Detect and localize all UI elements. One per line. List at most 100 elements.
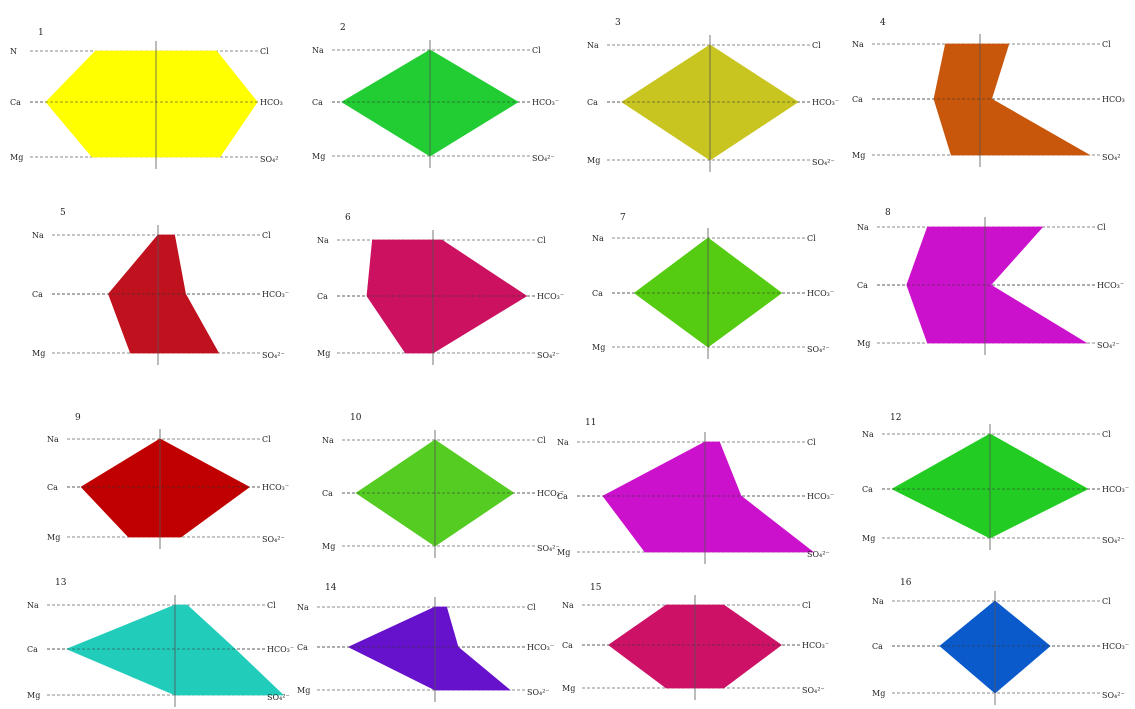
so4-label: SO₄²⁻ [537, 351, 560, 360]
ion-polygon [80, 438, 250, 538]
mg-label: Mg [27, 691, 40, 700]
ca-label: Ca [312, 98, 323, 107]
so4-label: SO₄²⁻ [1102, 691, 1125, 700]
ca-label: Ca [322, 489, 333, 498]
ion-polygon [906, 226, 1088, 344]
na-label: Na [317, 236, 329, 245]
hco3-label: HCO₃⁻ [532, 98, 559, 107]
stiff-diagram-8: Na Ca Mg Cl HCO₃⁻ SO₄²⁻ 8 [855, 205, 1125, 365]
stiff-diagram-6: Na Ca Mg Cl HCO₃⁻ SO₄²⁻ 6 [315, 210, 565, 370]
so4-label: SO₄²⁻ [267, 693, 290, 702]
ca-label: Ca [587, 98, 598, 107]
cl-label: Cl [802, 601, 811, 610]
cl-label: Cl [532, 46, 541, 55]
mg-label: Mg [592, 343, 605, 352]
mg-label: Mg [47, 533, 60, 542]
na-label: N [10, 47, 17, 56]
so4-label: SO₄²⁻ [807, 550, 830, 559]
panel-number: 4 [880, 18, 886, 28]
ca-label: Ca [872, 642, 883, 651]
hco3-label: HCO₃ [260, 98, 283, 107]
stiff-diagram-12: Na Ca Mg Cl HCO₃⁻ SO₄²⁻ 12 [860, 410, 1130, 560]
so4-label: SO₄²⁻ [262, 351, 285, 360]
mg-label: Mg [312, 152, 325, 161]
cl-label: Cl [807, 234, 816, 243]
hco3-label: HCO₃ [1102, 95, 1125, 104]
ion-polygon [366, 239, 528, 354]
ca-label: Ca [10, 98, 21, 107]
cl-label: Cl [537, 436, 546, 445]
ca-label: Ca [317, 292, 328, 301]
na-label: Na [47, 435, 59, 444]
ca-label: Ca [27, 645, 38, 654]
ca-label: Ca [297, 643, 308, 652]
na-label: Na [562, 601, 574, 610]
panel-number: 14 [325, 583, 337, 593]
panel-number: 2 [340, 23, 346, 33]
so4-label: SO₄²⁻ [537, 544, 560, 553]
hco3-label: HCO₃⁻ [537, 489, 564, 498]
mg-label: Mg [317, 349, 330, 358]
so4-label: SO₄² [260, 155, 278, 164]
na-label: Na [297, 603, 309, 612]
mg-label: Mg [322, 542, 335, 551]
hco3-label: HCO₃⁻ [537, 292, 564, 301]
hco3-label: HCO₃⁻ [802, 641, 829, 650]
ion-polygon [45, 50, 258, 158]
so4-label: SO₄²⁻ [802, 686, 825, 695]
na-label: Na [312, 46, 324, 55]
na-label: Na [27, 601, 39, 610]
hco3-label: HCO₃⁻ [1102, 485, 1129, 494]
so4-label: SO₄² [1102, 153, 1120, 162]
panel-number: 3 [615, 18, 621, 28]
stiff-diagram-15: Na Ca Mg Cl HCO₃⁻ SO₄²⁻ 15 [560, 580, 830, 700]
cl-label: Cl [537, 236, 546, 245]
hco3-label: HCO₃⁻ [1097, 281, 1124, 290]
so4-label: SO₄²⁻ [527, 688, 550, 697]
cl-label: Cl [1102, 40, 1111, 49]
mg-label: Mg [857, 339, 870, 348]
ca-label: Ca [47, 483, 58, 492]
stiff-diagram-4: Na Ca Mg Cl HCO₃ SO₄² 4 [850, 15, 1130, 175]
stiff-diagram-1: N Ca Mg Cl HCO₃ SO₄² 1 [8, 25, 288, 175]
cl-label: Cl [262, 231, 271, 240]
cl-label: Cl [807, 438, 816, 447]
ca-label: Ca [852, 95, 863, 104]
panel-number: 12 [890, 413, 901, 423]
mg-label: Mg [852, 151, 865, 160]
cl-label: Cl [1102, 597, 1111, 606]
so4-label: SO₄²⁻ [1097, 341, 1120, 350]
ca-label: Ca [862, 485, 873, 494]
stiff-diagram-10: Na Ca Mg Cl HCO₃⁻ SO₄²⁻ 10 [320, 410, 565, 565]
panel-number: 7 [620, 213, 626, 223]
panel-number: 15 [590, 583, 602, 593]
panel-number: 1 [38, 28, 44, 38]
so4-label: SO₄²⁻ [812, 158, 835, 167]
cl-label: Cl [1097, 223, 1106, 232]
cl-label: Cl [1102, 430, 1111, 439]
na-label: Na [557, 438, 569, 447]
na-label: Na [322, 436, 334, 445]
mg-label: Mg [862, 534, 875, 543]
so4-label: SO₄²⁻ [807, 345, 830, 354]
stiff-diagram-16: Na Ca Mg Cl HCO₃⁻ SO₄²⁻ 16 [870, 575, 1130, 705]
hco3-label: HCO₃⁻ [807, 492, 834, 501]
cl-label: Cl [260, 47, 269, 56]
stiff-diagram-13: Na Ca Mg Cl HCO₃⁻ SO₄²⁻ 13 [25, 575, 295, 707]
ca-label: Ca [557, 492, 568, 501]
na-label: Na [862, 430, 874, 439]
stiff-diagram-5: Na Ca Mg Cl HCO₃⁻ SO₄²⁻ 5 [30, 205, 290, 365]
stiff-diagram-3: Na Ca Mg Cl HCO₃⁻ SO₄²⁻ 3 [585, 15, 840, 172]
mg-label: Mg [587, 156, 600, 165]
panel-number: 16 [900, 578, 912, 588]
na-label: Na [872, 597, 884, 606]
stiff-diagram-14: Na Ca Mg Cl HCO₃⁻ SO₄²⁻ 14 [295, 580, 555, 705]
hco3-label: HCO₃⁻ [262, 483, 289, 492]
na-label: Na [32, 231, 44, 240]
na-label: Na [852, 40, 864, 49]
cl-label: Cl [527, 603, 536, 612]
panel-number: 6 [345, 213, 351, 223]
hco3-label: HCO₃⁻ [1102, 642, 1129, 651]
mg-label: Mg [557, 548, 570, 557]
